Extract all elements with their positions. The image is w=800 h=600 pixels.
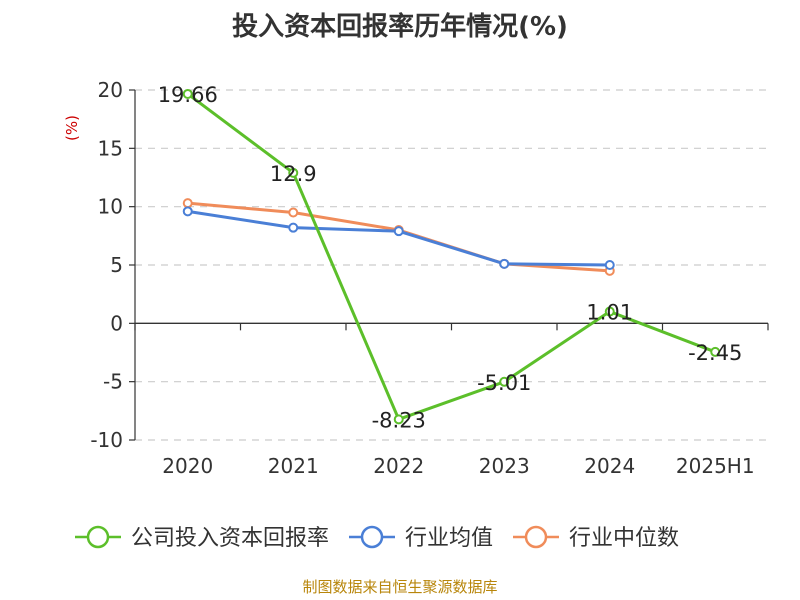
data-point (710, 346, 721, 357)
data-point (499, 258, 510, 269)
data-point (288, 207, 299, 218)
x-tick-label: 2020 (162, 454, 213, 478)
legend-marker (524, 525, 548, 549)
series-line (186, 92, 716, 421)
data-label: 12.9 (270, 162, 317, 186)
data-point (288, 222, 299, 233)
legend-item: 行业中位数 (513, 525, 679, 551)
x-tick-label: 2021 (268, 454, 319, 478)
data-point (604, 306, 615, 317)
data-point (182, 88, 193, 99)
y-axis-label: (%) (63, 115, 81, 141)
legend: 公司投入资本回报率 行业均值 行业中位数 (75, 525, 679, 551)
y-tick-label: 0 (110, 311, 123, 335)
legend-label: 行业中位数 (569, 526, 679, 551)
series-line (187, 201, 610, 273)
legend-label: 公司投入资本回报率 (131, 526, 329, 551)
y-tick-label: 20 (98, 78, 123, 102)
y-tick-label: 15 (98, 136, 123, 160)
legend-item: 行业均值 (349, 525, 493, 551)
data-point (182, 198, 193, 209)
data-label: -5.01 (477, 371, 531, 395)
chart-title: 投入资本回报率历年情况(%) (232, 12, 568, 42)
grid-layer (135, 89, 768, 441)
legend-marker (360, 525, 384, 549)
data-point (393, 414, 404, 425)
legend-marker (86, 525, 110, 549)
x-tick-label: 2023 (479, 454, 530, 478)
data-point (499, 376, 510, 387)
x-tick-label: 2025H1 (676, 454, 755, 478)
y-tick-label: 5 (110, 253, 123, 277)
legend-item: 公司投入资本回报率 (75, 525, 329, 551)
y-tick-label: -10 (90, 428, 123, 452)
data-label: -8.23 (372, 408, 426, 432)
data-point (604, 260, 615, 270)
source-note: 制图数据来自恒生聚源数据库 (302, 578, 498, 596)
data-label: 19.66 (158, 83, 218, 107)
legend-label: 行业均值 (405, 526, 493, 551)
data-point (182, 206, 193, 217)
x-tick-label: 2024 (584, 454, 635, 478)
data-label: 1.01 (586, 301, 633, 325)
series-layer (182, 88, 721, 425)
data-label: -2.45 (688, 341, 742, 365)
axis-layer: 20 15 10 5 0 -5 -10 2020 2021 2022 2023 2024 2025H1 (90, 78, 769, 478)
data-point (393, 226, 404, 237)
series-line (187, 209, 610, 267)
x-tick-label: 2022 (373, 454, 424, 478)
y-tick-label: 10 (98, 195, 123, 219)
data-label-layer: 19.66 12.9 -8.23 -5.01 1.01 -2.45 (158, 83, 743, 432)
data-point (288, 167, 299, 178)
y-tick-label: -5 (103, 370, 123, 394)
